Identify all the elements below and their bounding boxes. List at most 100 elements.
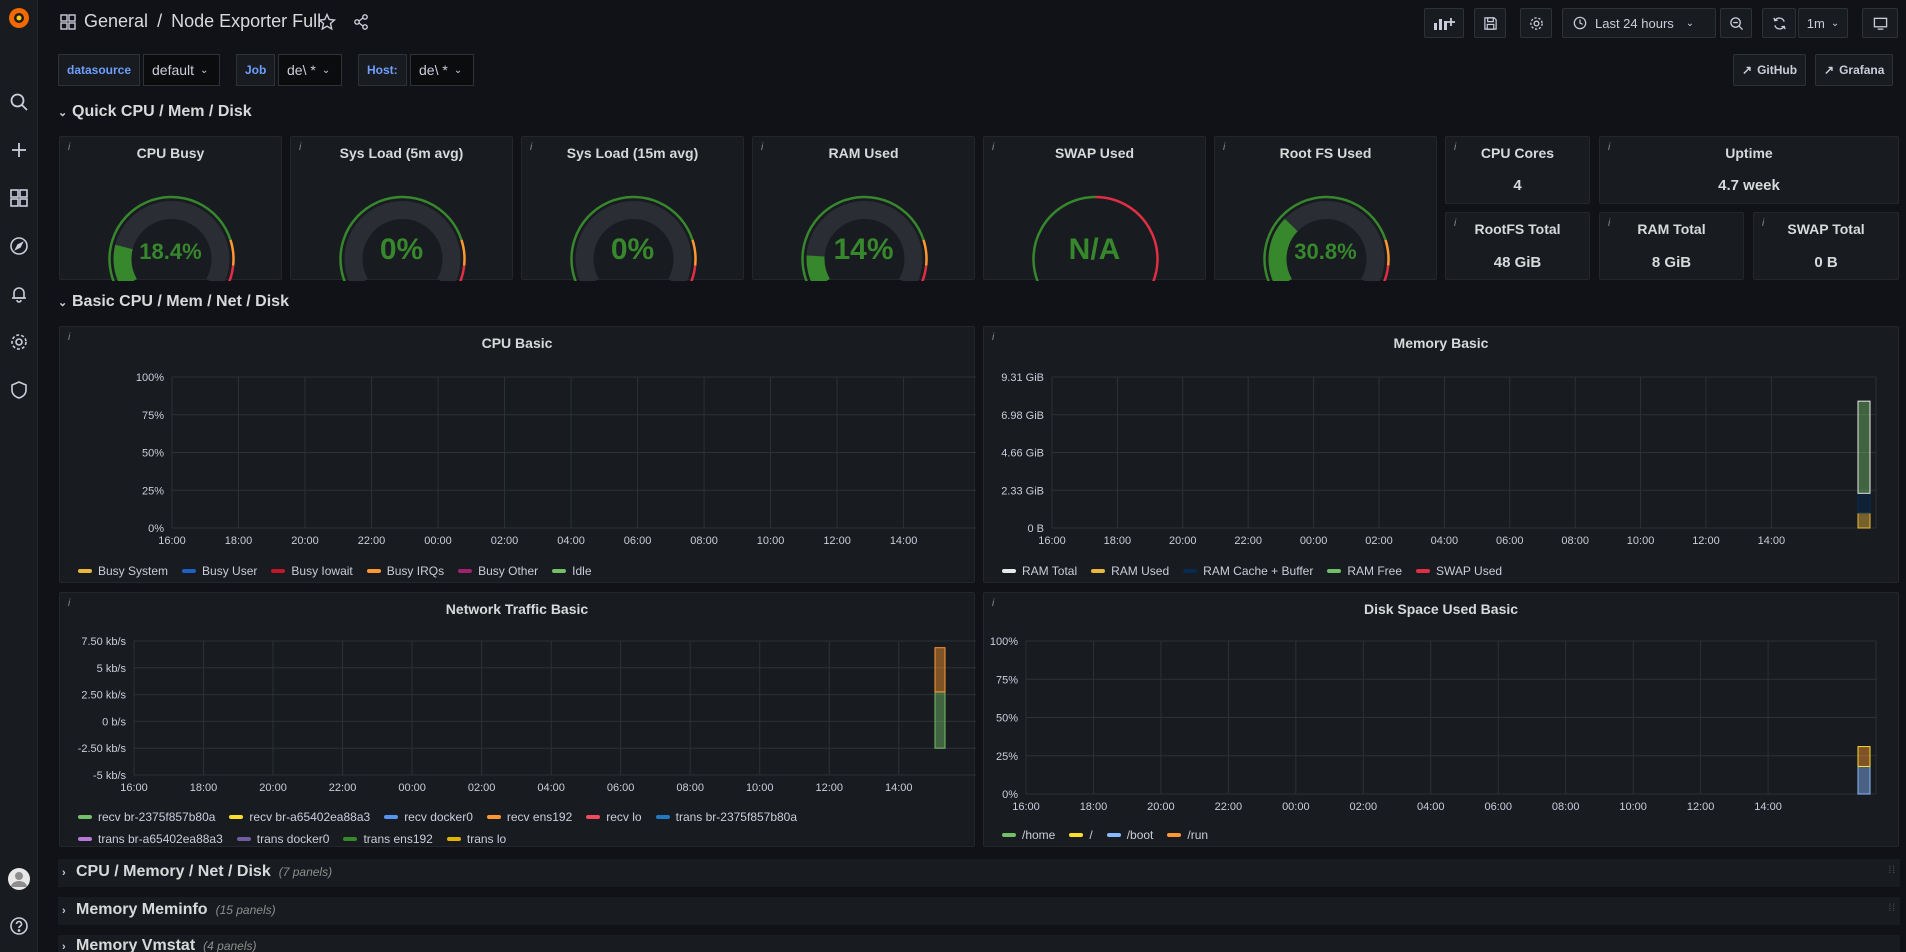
server-admin-shield-icon[interactable] — [9, 380, 29, 400]
legend-label: RAM Total — [1022, 564, 1078, 578]
help-icon[interactable] — [9, 916, 29, 936]
gauge-panel-root-fs-used[interactable]: i Root FS Used 30.8% — [1214, 136, 1437, 281]
y-tick-label: 100% — [136, 372, 164, 384]
legend-item[interactable]: recv ens192 — [486, 807, 573, 827]
series-area — [1857, 400, 1871, 494]
legend-label: trans docker0 — [256, 832, 330, 846]
legend-item[interactable]: SWAP Used — [1416, 561, 1502, 581]
plus-icon[interactable] — [9, 140, 29, 160]
stat-panel-rootfs-total[interactable]: i RootFS Total 48 GiB — [1445, 212, 1590, 280]
info-icon[interactable]: i — [1223, 142, 1226, 153]
legend-label: recv ens192 — [506, 810, 573, 824]
collapsed-row-memory-meminfo[interactable]: › Memory Meminfo (15 panels) ⁞⁞ — [58, 897, 1900, 925]
legend-item[interactable]: trans ens192 — [343, 829, 433, 849]
host-select[interactable]: de\ * ⌄ — [410, 54, 474, 86]
info-icon[interactable]: i — [530, 142, 533, 153]
legend-item[interactable]: Busy Other — [458, 561, 538, 581]
configuration-gear-icon[interactable] — [9, 332, 29, 352]
legend-item[interactable]: /home — [1002, 825, 1055, 845]
graph-legend: /home / /boot/run — [1002, 823, 1888, 845]
collapsed-row-cpu-memory-net-disk[interactable]: › CPU / Memory / Net / Disk (7 panels) ⁞⁞ — [58, 859, 1900, 887]
legend-item[interactable]: Busy Iowait — [271, 561, 353, 581]
graph-panel-cpu-basic[interactable]: i CPU Basic 100% 75% 50% 25% 0% 16:00 18:00 20:0… — [59, 326, 976, 583]
info-icon[interactable]: i — [1762, 218, 1765, 229]
legend-label: RAM Used — [1111, 564, 1170, 578]
gauge-panel-cpu-busy[interactable]: i CPU Busy 18.4% — [59, 136, 282, 281]
dashboards-icon[interactable] — [9, 188, 29, 208]
info-icon[interactable]: i — [1454, 142, 1457, 153]
info-icon[interactable]: i — [1454, 218, 1457, 229]
legend-item[interactable]: recv br-a65402ea88a3 — [229, 807, 370, 827]
info-icon[interactable]: i — [1608, 218, 1611, 229]
legend-item[interactable]: RAM Cache + Buffer — [1183, 561, 1313, 581]
dashboard-settings-button[interactable] — [1520, 8, 1552, 38]
add-panel-button[interactable] — [1424, 8, 1464, 38]
legend-item[interactable]: recv br-2375f857b80a — [78, 807, 215, 827]
grafana-logo-icon[interactable] — [7, 6, 31, 30]
save-dashboard-button[interactable] — [1474, 8, 1506, 38]
row-basic-cpu-mem-net-disk[interactable]: ⌄ Basic CPU / Mem / Net / Disk — [58, 293, 289, 311]
info-icon[interactable]: i — [992, 332, 995, 343]
gauge-panel-swap-used[interactable]: i SWAP Used N/A — [983, 136, 1206, 281]
series-area — [1857, 765, 1871, 795]
gauge-panel-sys-load-5m[interactable]: i Sys Load (5m avg) 0% — [290, 136, 513, 281]
explore-compass-icon[interactable] — [9, 236, 29, 256]
info-icon[interactable]: i — [68, 332, 71, 343]
legend-item[interactable]: /run — [1167, 825, 1208, 845]
refresh-button[interactable] — [1762, 8, 1796, 38]
legend-item[interactable]: trans br-a65402ea88a3 — [78, 829, 223, 849]
legend-item[interactable]: recv lo — [586, 807, 642, 827]
gauge-threshold — [228, 265, 235, 281]
row-quick-cpu-mem-disk[interactable]: ⌄ Quick CPU / Mem / Disk — [58, 103, 252, 121]
tv-mode-button[interactable] — [1862, 8, 1898, 38]
refresh-interval-picker[interactable]: 1m ⌄ — [1798, 8, 1848, 38]
gauge-panel-sys-load-15m[interactable]: i Sys Load (15m avg) 0% — [521, 136, 744, 281]
info-icon[interactable]: i — [761, 142, 764, 153]
legend-item[interactable]: /boot — [1106, 825, 1153, 845]
breadcrumb-folder[interactable]: General — [84, 11, 149, 31]
legend-item[interactable]: RAM Used — [1091, 561, 1169, 581]
drag-handle-icon[interactable]: ⁞⁞ — [1888, 865, 1896, 876]
legend-item[interactable]: Busy IRQs — [366, 561, 444, 581]
share-icon[interactable] — [352, 13, 370, 31]
graph-panel-disk-space-used-basic[interactable]: i Disk Space Used Basic 100% 75% 50% 25% 0% 16… — [983, 592, 1899, 847]
info-icon[interactable]: i — [68, 598, 71, 609]
legend-item[interactable]: Busy System — [78, 561, 168, 581]
star-icon[interactable] — [317, 12, 337, 31]
legend-item[interactable]: / — [1069, 825, 1093, 845]
datasource-select[interactable]: default ⌄ — [143, 54, 220, 86]
collapsed-row-memory-vmstat[interactable]: › Memory Vmstat (4 panels) — [58, 935, 1900, 952]
stat-panel-cpu-cores[interactable]: i CPU Cores 4 — [1445, 136, 1590, 204]
info-icon[interactable]: i — [992, 598, 995, 609]
search-icon[interactable] — [9, 92, 29, 112]
legend-item[interactable]: trans docker0 — [236, 829, 330, 849]
legend-item[interactable]: Idle — [552, 561, 592, 581]
gauge-panel-ram-used[interactable]: i RAM Used 14% — [752, 136, 975, 281]
grafana-link[interactable]: ↗ Grafana — [1815, 54, 1894, 86]
drag-handle-icon[interactable]: ⁞⁞ — [1888, 903, 1896, 914]
stat-panel-swap-total[interactable]: i SWAP Total 0 B — [1753, 212, 1899, 280]
stat-panel-uptime[interactable]: i Uptime 4.7 week — [1599, 136, 1899, 204]
chevron-down-icon: ⌄ — [58, 297, 68, 309]
legend-item[interactable]: recv docker0 — [384, 807, 473, 827]
user-avatar-icon[interactable] — [8, 868, 30, 890]
y-tick-label: 0 B — [1027, 523, 1044, 535]
github-link[interactable]: ↗ GitHub — [1733, 54, 1807, 86]
legend-item[interactable]: RAM Total — [1002, 561, 1077, 581]
info-icon[interactable]: i — [68, 142, 71, 153]
time-range-picker[interactable]: Last 24 hours ⌄ — [1562, 8, 1716, 38]
info-icon[interactable]: i — [1608, 142, 1611, 153]
legend-item[interactable]: trans br-2375f857b80a — [655, 807, 797, 827]
legend-item[interactable]: RAM Free — [1327, 561, 1402, 581]
graph-panel-network-traffic-basic[interactable]: i Network Traffic Basic 7.50 kb/s 5 kb/s 2.… — [59, 592, 976, 849]
legend-item[interactable]: trans lo — [446, 829, 506, 849]
graph-panel-memory-basic[interactable]: i Memory Basic 9.31 GiB 6.98 GiB 4.66 GiB 2.… — [983, 326, 1899, 583]
alerting-bell-icon[interactable] — [9, 284, 29, 304]
dashboard-title[interactable]: Node Exporter Full — [171, 11, 322, 31]
legend-item[interactable]: Busy User — [182, 561, 257, 581]
job-select[interactable]: de\ * ⌄ — [278, 54, 342, 86]
stat-panel-ram-total[interactable]: i RAM Total 8 GiB — [1599, 212, 1744, 280]
info-icon[interactable]: i — [992, 142, 995, 153]
zoom-out-button[interactable] — [1720, 8, 1752, 38]
info-icon[interactable]: i — [299, 142, 302, 153]
